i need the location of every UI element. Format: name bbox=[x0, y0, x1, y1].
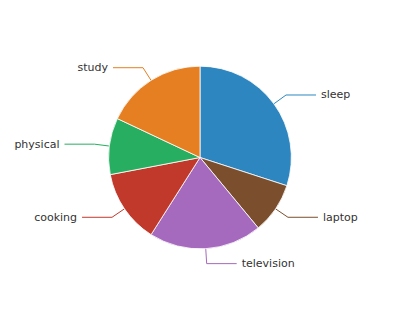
svg-text:physical: physical bbox=[14, 138, 59, 151]
svg-text:sleep: sleep bbox=[321, 88, 350, 101]
svg-text:study: study bbox=[77, 61, 108, 74]
svg-text:laptop: laptop bbox=[323, 211, 358, 224]
svg-text:television: television bbox=[242, 257, 295, 270]
svg-text:cooking: cooking bbox=[34, 211, 77, 224]
